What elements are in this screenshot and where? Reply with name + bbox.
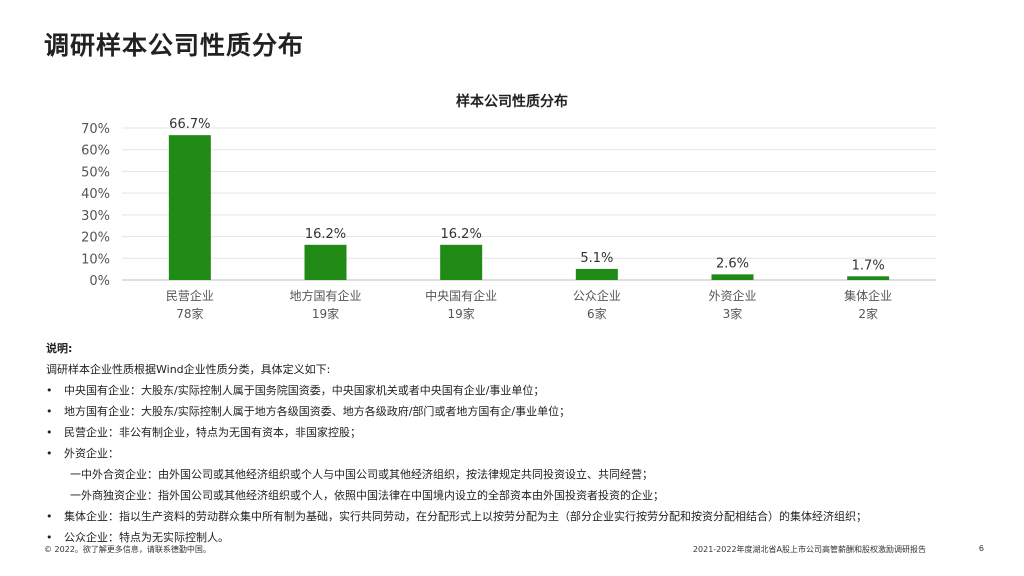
bar-chart: 样本公司性质分布 0% 10% 20% 30% 40% 50% 60% 70% 66.7% 民营企业… <box>0 84 1024 334</box>
x-tick-label: 中央国有企业 <box>425 288 497 303</box>
y-tick-label: 70% <box>81 122 110 137</box>
bar <box>168 135 211 280</box>
y-tick-label: 10% <box>81 252 110 267</box>
x-tick-count: 19家 <box>448 306 475 321</box>
y-tick-label: 20% <box>81 231 110 246</box>
x-tick-label: 地方国有企业 <box>289 288 361 303</box>
x-tick-count: 3家 <box>723 306 743 321</box>
x-tick-count: 2家 <box>858 306 878 321</box>
y-tick-label: 0% <box>89 274 110 289</box>
footer-copyright: © 2022。欲了解更多信息，请联系德勤中国。 <box>44 545 211 554</box>
bar <box>711 274 754 280</box>
x-tick-label: 外资企业 <box>708 288 756 303</box>
x-tick-label: 公众企业 <box>573 288 621 303</box>
bar <box>304 244 347 280</box>
bar <box>847 276 890 280</box>
note-item-collective: 集体企业：指以生产资料的劳动群众集中所有制为基础，实行共同劳动，在分配形式上以按… <box>46 506 986 527</box>
bar <box>575 268 618 280</box>
notes-heading: 说明: <box>46 342 73 355</box>
data-label: 5.1% <box>580 251 613 266</box>
footer-report-title: 2021-2022年度湖北省A股上市公司高管薪酬和股权激励调研报告 <box>692 545 926 554</box>
bar <box>440 244 483 280</box>
chart-title: 样本公司性质分布 <box>456 93 568 110</box>
page-number: 6 <box>978 544 984 553</box>
x-tick-count: 19家 <box>312 306 339 321</box>
note-item-private: 民营企业：非公有制企业，特点为无国有资本，非国家控股； <box>46 422 986 443</box>
x-tick-count: 78家 <box>176 306 203 321</box>
x-tick-count: 6家 <box>587 306 607 321</box>
y-tick-label: 50% <box>81 165 110 180</box>
notes-intro: 调研样本企业性质根据Wind企业性质分类，具体定义如下: <box>46 363 331 376</box>
chart-svg: 样本公司性质分布 0% 10% 20% 30% 40% 50% 60% 70% 66.7% 民营企业… <box>81 93 936 321</box>
note-item-local-soe: 地方国有企业：大股东/实际控制人属于地方各级国资委、地方各级政府/部门或者地方国… <box>46 401 986 422</box>
page-title: 调研样本公司性质分布 <box>44 31 305 60</box>
notes-section: 说明: 调研样本企业性质根据Wind企业性质分类，具体定义如下: 中央国有企业：… <box>46 338 986 548</box>
y-tick-label: 40% <box>81 187 110 202</box>
note-item-foreign: 外资企业： <box>46 443 986 464</box>
data-label: 2.6% <box>716 256 749 271</box>
note-item-central-soe: 中央国有企业：大股东/实际控制人属于国务院国资委，中央国家机关或者中央国有企业/… <box>46 380 986 401</box>
y-tick-label: 60% <box>81 144 110 159</box>
data-label: 16.2% <box>441 227 482 242</box>
note-subitem-wholly-foreign: 一外商独资企业：指外国公司或其他经济组织或个人，依照中国法律在中国境内设立的全部… <box>70 489 664 502</box>
data-label: 1.7% <box>852 258 885 273</box>
y-tick-label: 30% <box>81 209 110 224</box>
note-subitem-joint-venture: 一中外合资企业：由外国公司或其他经济组织或个人与中国公司或其他经济组织，按法律规… <box>70 468 653 481</box>
data-label: 66.7% <box>169 117 210 132</box>
data-label: 16.2% <box>305 227 346 242</box>
x-tick-label: 民营企业 <box>166 288 214 303</box>
x-tick-label: 集体企业 <box>844 288 892 303</box>
note-item-public: 公众企业：特点为无实际控制人。 <box>46 527 986 548</box>
